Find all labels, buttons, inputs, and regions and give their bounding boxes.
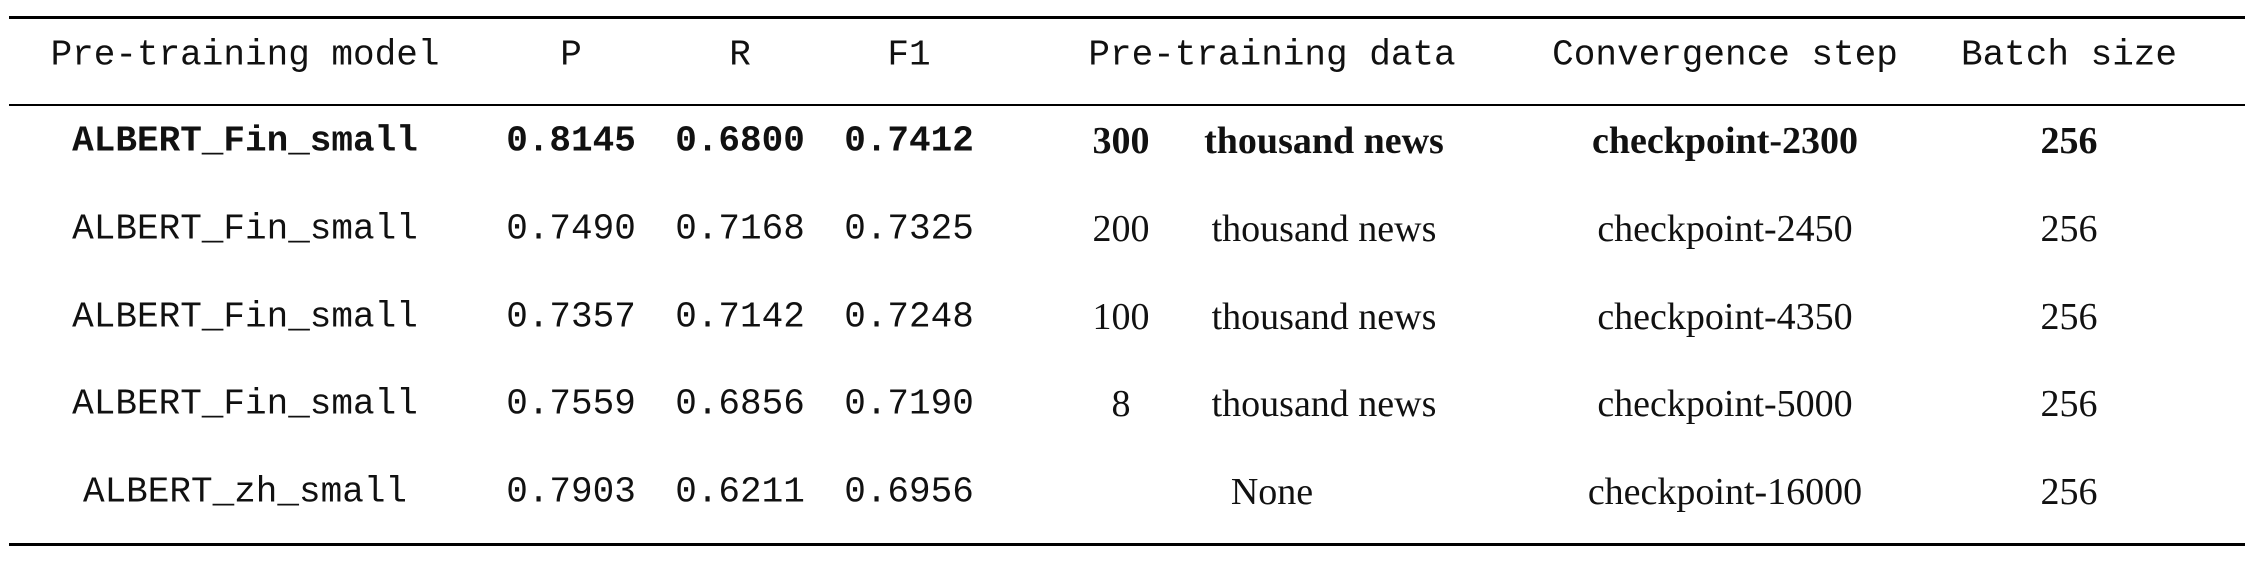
f1-cell: 0.7248 [844,296,974,338]
header-cell: Pre-training data [1088,34,1456,76]
header-rule [9,104,2245,106]
f1-cell: 0.6956 [844,471,974,513]
data-unit: thousand news [1211,208,1437,250]
data-cell: None [1230,471,1314,513]
batch-cell: 256 [2040,208,2098,250]
bottom-rule [9,543,2245,546]
batch-cell: 256 [2040,120,2098,162]
step-cell: checkpoint-5000 [1597,383,1853,425]
header-cell: Convergence step [1552,34,1898,76]
top-rule [9,16,2245,19]
model-cell: ALBERT_Fin_small [72,296,418,338]
r-cell: 0.7142 [675,296,805,338]
header-cell: Batch size [1960,34,2178,76]
data-amount: 100 [1092,296,1150,338]
step-cell: checkpoint-4350 [1597,296,1853,338]
p-cell: 0.7559 [506,383,636,425]
f1-cell: 0.7190 [844,383,974,425]
model-cell: ALBERT_zh_small [82,471,408,513]
header-cell: P [560,34,582,76]
batch-cell: 256 [2040,383,2098,425]
model-cell: ALBERT_Fin_small [72,120,418,162]
header-cell: F1 [887,34,931,76]
data-unit: thousand news [1204,120,1444,162]
p-cell: 0.7903 [506,471,636,513]
data-unit: thousand news [1211,383,1437,425]
batch-cell: 256 [2040,296,2098,338]
data-amount: 200 [1092,208,1150,250]
f1-cell: 0.7325 [844,208,974,250]
header-cell: Pre-training model [50,34,440,76]
step-cell: checkpoint-2300 [1592,120,1858,162]
data-unit: thousand news [1211,296,1437,338]
f1-cell: 0.7412 [844,120,974,162]
header-cell: R [729,34,751,76]
p-cell: 0.8145 [506,120,636,162]
step-cell: checkpoint-16000 [1587,471,1863,513]
model-cell: ALBERT_Fin_small [72,208,418,250]
data-amount: 300 [1092,120,1150,162]
batch-cell: 256 [2040,471,2098,513]
step-cell: checkpoint-2450 [1597,208,1853,250]
r-cell: 0.7168 [675,208,805,250]
r-cell: 0.6800 [675,120,805,162]
data-amount: 8 [1111,383,1131,425]
model-cell: ALBERT_Fin_small [72,383,418,425]
p-cell: 0.7490 [506,208,636,250]
r-cell: 0.6211 [675,471,805,513]
r-cell: 0.6856 [675,383,805,425]
p-cell: 0.7357 [506,296,636,338]
